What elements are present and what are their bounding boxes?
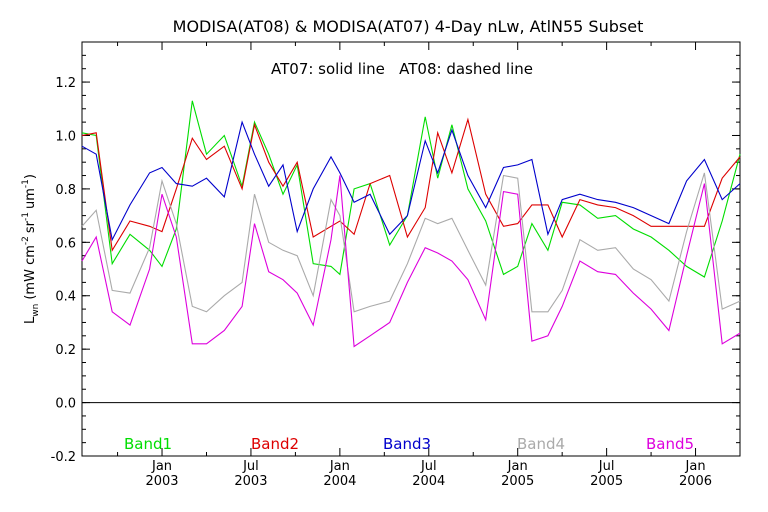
legend-item-band2: Band2: [251, 435, 299, 453]
chart-title: MODISA(AT08) & MODISA(AT07) 4-Day nLw, A…: [173, 17, 644, 36]
series-layer: [81, 100, 741, 348]
y-tick-label: 1.2: [55, 76, 76, 91]
series-line-band3: [81, 120, 741, 242]
x-tick-year: 2005: [501, 474, 534, 489]
x-tick-year: 2004: [323, 474, 356, 489]
x-tick-month: Jan: [151, 459, 172, 474]
ylabel-sub: wn: [31, 304, 41, 317]
y-tick-label: -0.2: [51, 450, 76, 465]
x-tick-month: Jul: [598, 459, 615, 474]
svg-text:Lwn(mW cm-2sr-1um-1): Lwn(mW cm-2sr-1um-1): [21, 174, 41, 324]
y-tick-label: 0.8: [55, 183, 76, 198]
series-line-band4: [81, 172, 741, 313]
series-line-band2: [81, 117, 741, 252]
series-line-band5: [81, 175, 741, 348]
ylabel-units3: um: [23, 188, 38, 209]
ylabel-exp3: -1: [21, 179, 31, 188]
x-tick-year: 2003: [234, 474, 267, 489]
legend-item-band5: Band5: [646, 435, 694, 453]
y-tick-label: 0.0: [55, 397, 76, 412]
plot-frame: [81, 41, 741, 457]
ylabel-exp2: -1: [21, 212, 31, 221]
ylabel-units2: sr: [23, 220, 38, 233]
legend-item-band1: Band1: [124, 435, 172, 453]
x-tick-month: Jan: [507, 459, 528, 474]
series-line-band1: [81, 100, 741, 278]
x-tick-year: 2004: [412, 474, 445, 489]
legend: Band1 Band2 Band3 Band4 Band5: [124, 435, 694, 453]
x-tick-month: Jul: [420, 459, 437, 474]
x-tick-year: 2005: [590, 474, 623, 489]
legend-item-band3: Band3: [383, 435, 431, 453]
legend-item-band4: Band4: [517, 435, 565, 453]
x-axis: Jan2003Jul2003Jan2004Jul2004Jan2005Jul20…: [117, 42, 741, 489]
ylabel-main: L: [23, 316, 38, 324]
y-tick-label: 0.6: [55, 236, 76, 251]
ylabel-units: (mW cm: [23, 245, 38, 300]
ylabel-exp1: -2: [21, 236, 31, 245]
x-tick-month: Jan: [329, 459, 350, 474]
y-axis-label: Lwn(mW cm-2sr-1um-1): [21, 174, 41, 324]
line-style-note: AT07: solid line AT08: dashed line: [271, 60, 533, 78]
x-tick-year: 2006: [679, 474, 712, 489]
x-tick-month: Jan: [685, 459, 706, 474]
y-tick-label: 0.2: [55, 343, 76, 358]
ylabel-close: ): [23, 174, 38, 179]
y-tick-label: 0.4: [55, 290, 76, 305]
x-tick-month: Jul: [242, 459, 259, 474]
y-tick-label: 1.0: [55, 129, 76, 144]
y-axis: -0.2 0.0 0.2 0.4 0.6 0.8 1.0 1.2: [51, 54, 740, 465]
x-tick-year: 2003: [145, 474, 178, 489]
